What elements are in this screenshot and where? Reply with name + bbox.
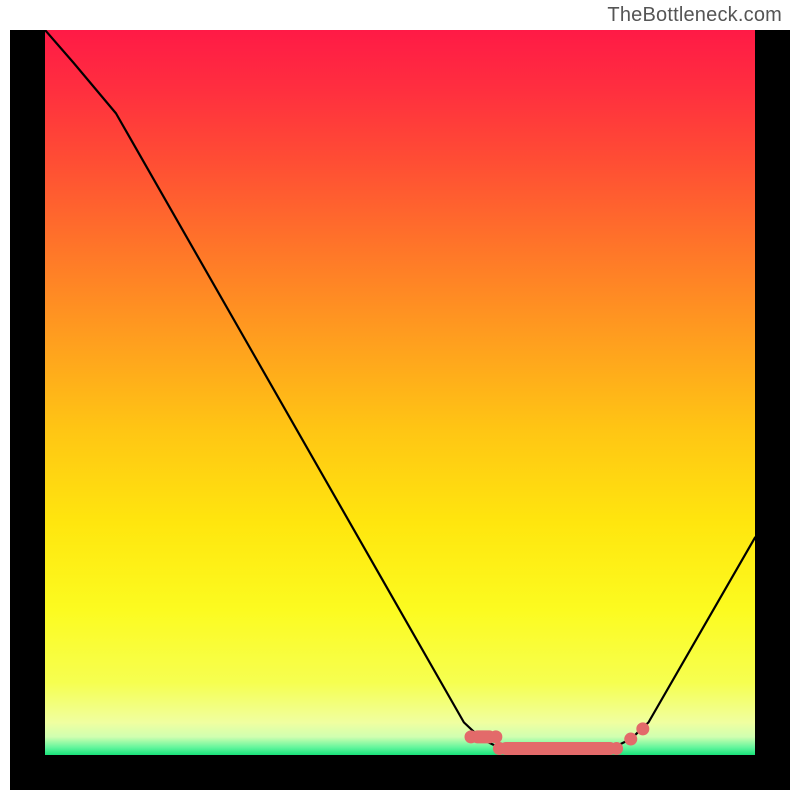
- watermark-text: TheBottleneck.com: [607, 4, 782, 27]
- marker-dot: [636, 722, 649, 735]
- marker-cap: [489, 730, 502, 743]
- marker-capsule: [499, 742, 616, 755]
- plot-background: [45, 30, 755, 755]
- plot-svg: [45, 30, 755, 755]
- chart-outer-border: [10, 30, 790, 790]
- chart-frame: TheBottleneck.com: [0, 0, 800, 800]
- marker-cap: [465, 730, 478, 743]
- plot-area: [45, 30, 755, 755]
- marker-cap: [493, 742, 506, 755]
- marker-cap: [610, 742, 623, 755]
- marker-dot: [624, 733, 637, 746]
